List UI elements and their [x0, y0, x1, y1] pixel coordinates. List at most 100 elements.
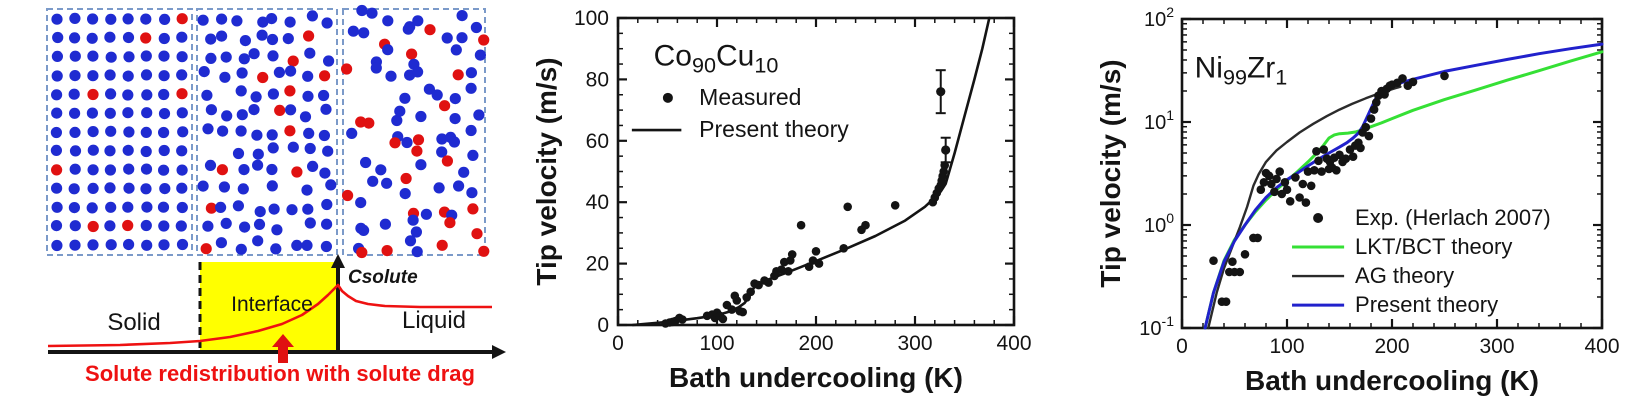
- solvent-atom: [69, 32, 81, 44]
- solute-atom: [176, 88, 188, 100]
- y-tick-label: 0: [597, 314, 609, 337]
- solvent-atom: [159, 13, 171, 25]
- solute-atom: [284, 125, 296, 137]
- data-point: [1332, 166, 1341, 175]
- solvent-atom: [205, 104, 217, 116]
- distance-axis-arrow-icon: [492, 345, 506, 359]
- solute-concentration-curve: [47, 283, 492, 348]
- solvent-atom: [284, 16, 296, 28]
- data-point: [796, 220, 806, 230]
- solvent-atom: [236, 109, 248, 121]
- y-tick-label: 102: [1144, 4, 1174, 31]
- data-point: [804, 262, 814, 272]
- solvent-atom: [202, 123, 214, 135]
- solute-atom: [356, 246, 368, 259]
- solvent-atom: [86, 107, 98, 119]
- data-point: [1398, 74, 1407, 83]
- atom-box-solid: [46, 8, 193, 256]
- solvent-atom: [431, 89, 443, 101]
- data-point: [787, 250, 797, 259]
- data-point: [839, 244, 848, 253]
- solvent-atom: [176, 51, 188, 63]
- y-tick-label: 60: [586, 130, 609, 153]
- solvent-atom: [415, 110, 427, 123]
- data-point: [678, 315, 687, 324]
- data-point: [1408, 77, 1418, 87]
- chart-ni99zr1: 0 100 200 300 400 10-1 100 101 102 Bath undercool…: [1060, 0, 1632, 413]
- solvent-atom: [303, 127, 315, 139]
- solvent-atom: [420, 208, 432, 220]
- solvent-atom: [411, 246, 423, 258]
- solvent-atom: [266, 13, 278, 25]
- solvent-atom: [50, 144, 63, 156]
- solvent-atom: [87, 126, 99, 138]
- solvent-atom: [321, 198, 333, 211]
- solvent-atom: [68, 88, 80, 100]
- data-point: [1298, 179, 1308, 189]
- solvent-atom: [423, 83, 435, 95]
- legend-label: Exp. (Herlach 2007): [1355, 205, 1551, 230]
- solvent-atom: [465, 82, 477, 94]
- y-axis-title: Tip velocity (m/s): [1095, 59, 1126, 287]
- solute-atom: [257, 71, 269, 84]
- data-point: [1312, 147, 1321, 156]
- data-point: [861, 220, 870, 230]
- x-tick-label: 0: [612, 332, 624, 355]
- data-point: [1364, 131, 1374, 141]
- solute-atom: [341, 63, 353, 75]
- solvent-atom: [456, 32, 468, 44]
- solvent-atom: [266, 180, 278, 192]
- solvent-atom: [266, 163, 278, 176]
- solvent-atom: [321, 218, 333, 230]
- legend-marker-dot: [662, 92, 673, 103]
- solvent-atom: [51, 89, 63, 101]
- solvent-atom: [238, 164, 250, 176]
- data-point: [718, 314, 728, 324]
- solvent-atom: [87, 164, 99, 176]
- solvent-atom: [251, 129, 263, 141]
- solvent-atom: [268, 203, 280, 215]
- solvent-atom: [215, 237, 227, 249]
- solute-atom: [140, 32, 152, 44]
- solvent-atom: [104, 182, 116, 194]
- solvent-atom: [358, 224, 370, 236]
- concentration-axis-arrow-icon: [331, 254, 345, 268]
- data-point: [1270, 187, 1279, 197]
- solute-atom: [441, 155, 453, 167]
- solvent-atom: [366, 7, 378, 19]
- data-point: [1319, 145, 1329, 154]
- solute-atom: [205, 202, 217, 214]
- data-point: [890, 201, 900, 210]
- solvent-atom: [122, 31, 135, 44]
- solvent-atom: [304, 142, 316, 155]
- solute-drag-schematic-canvas: Solid Interface Liquid Csolute Solute redist…: [46, 4, 506, 386]
- solvent-atom: [232, 147, 245, 160]
- atom-box-interface: [196, 8, 338, 256]
- solvent-atom: [399, 92, 411, 104]
- data-point: [764, 278, 773, 287]
- data-point: [784, 267, 793, 276]
- solvent-atom: [456, 10, 468, 22]
- solvent-atom: [367, 175, 379, 187]
- solvent-atom: [301, 184, 313, 196]
- data-point: [1335, 150, 1344, 160]
- solvent-atom: [140, 145, 152, 158]
- y-tick-label: 20: [586, 253, 609, 276]
- data-point: [941, 145, 951, 155]
- x-axis-title: Bath undercooling (K): [669, 362, 963, 393]
- data-point: [1209, 256, 1218, 266]
- solvent-atom: [323, 55, 335, 67]
- solvent-atom: [465, 124, 477, 137]
- solvent-atom: [266, 33, 279, 46]
- solute-atom: [122, 219, 134, 232]
- solute-atom: [439, 100, 451, 112]
- solvent-atom: [221, 110, 233, 122]
- solvent-atom: [465, 67, 477, 79]
- data-point: [1282, 185, 1292, 194]
- data-point: [1275, 167, 1284, 176]
- solvent-atom: [441, 32, 453, 44]
- solvent-atom: [271, 224, 283, 236]
- solvent-atom: [69, 145, 82, 157]
- solvent-atom: [158, 32, 170, 45]
- y-tick-label: 101: [1144, 107, 1174, 134]
